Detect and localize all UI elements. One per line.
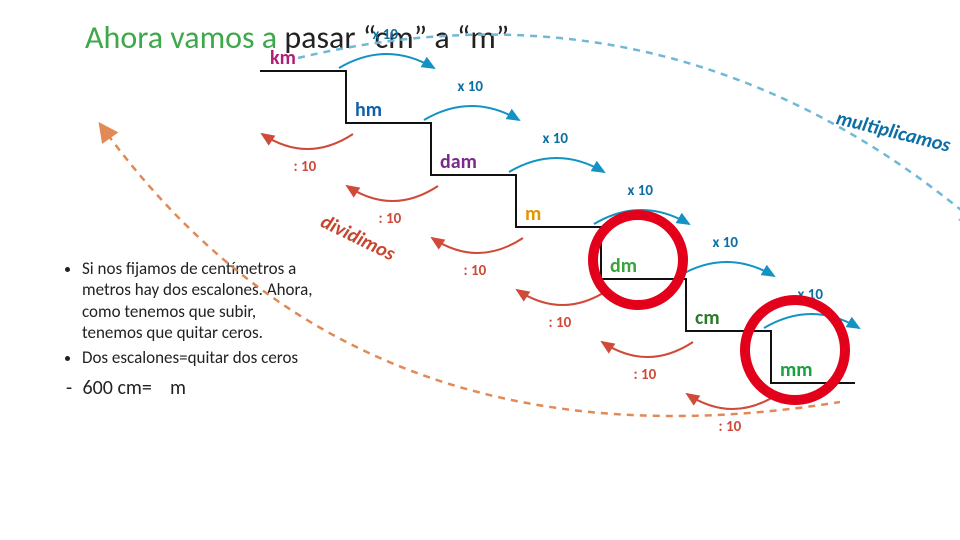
highlight-circle-1 (740, 295, 850, 405)
big-arc-divide (90, 110, 850, 420)
stairs-diagram: kmhmdammdmcmmmx 10x 10x 10x 10x 10x 10: … (250, 50, 950, 490)
highlight-circle-0 (588, 210, 688, 310)
